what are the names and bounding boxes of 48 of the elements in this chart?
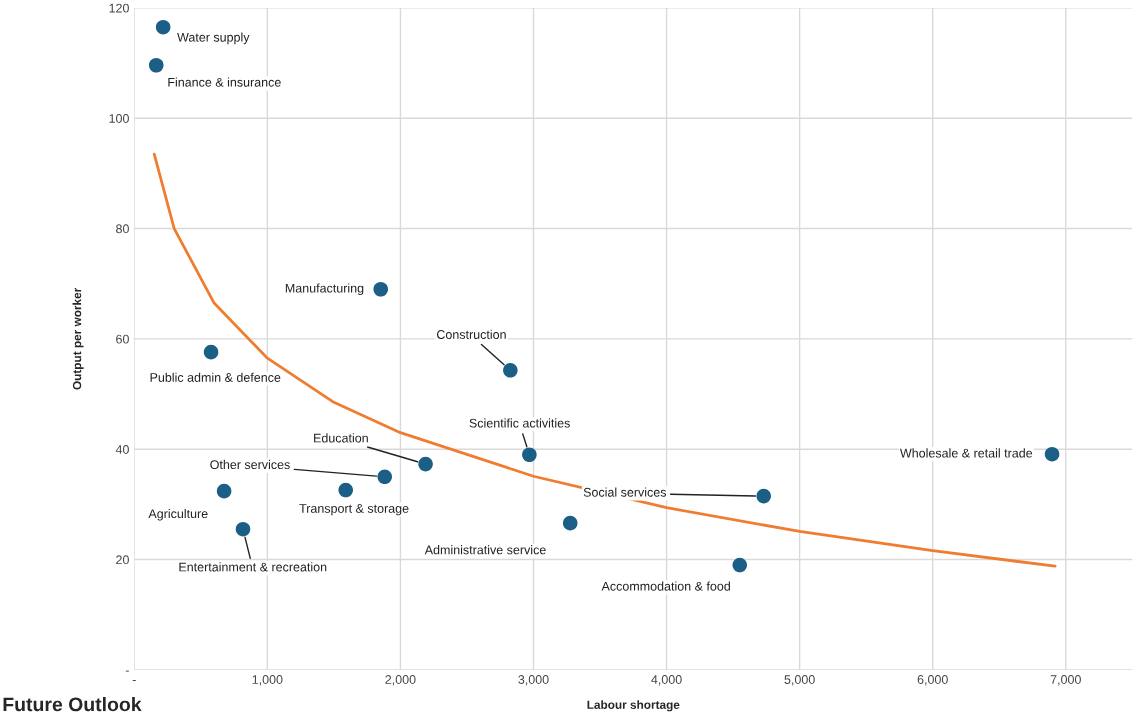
x-tick-label: 5,000 [784, 675, 815, 686]
x-tick-label: 4,000 [651, 675, 682, 686]
point [216, 483, 232, 499]
annotation: Manufacturing [285, 283, 364, 296]
annotation: Wholesale & retail trade [899, 448, 1033, 458]
annotation: Transport & storage [299, 504, 409, 516]
annotation: Social services [583, 487, 667, 497]
point [1044, 446, 1060, 462]
x-tick-label: 3,000 [518, 675, 549, 686]
point [503, 363, 518, 378]
point [756, 488, 771, 504]
x-axis-title: Labour shortage [587, 700, 680, 712]
point [562, 515, 578, 531]
x-tick-label: 1,000 [252, 675, 283, 686]
x-tick-label: 7,000 [1050, 675, 1081, 686]
point [377, 469, 393, 485]
annotation: Water supply [177, 32, 250, 45]
point [522, 447, 537, 463]
y-tick-label: 40 [115, 445, 129, 454]
text: Future Outlook [3, 697, 142, 712]
x-tick-label: 6,000 [917, 675, 948, 686]
y-axis-title: Output per worker [72, 287, 84, 390]
annotation: Entertainment & recreation [179, 562, 327, 572]
point [373, 281, 389, 297]
point [155, 19, 171, 35]
y-tick-label: 80 [116, 224, 129, 234]
annotation: Education [314, 433, 368, 443]
annotation: Other services [210, 459, 290, 470]
point [732, 557, 748, 573]
point [148, 57, 164, 73]
point [203, 344, 219, 360]
annotation: Public admin & defence [150, 372, 281, 382]
point [235, 521, 251, 537]
y-tick-label: 60 [116, 334, 129, 344]
annotation: Construction [437, 329, 506, 339]
x-tick-label: 2,000 [385, 675, 416, 686]
point [418, 456, 433, 472]
annotation: Scientific activities [469, 418, 570, 428]
x-tick-label: - [132, 680, 136, 681]
annotation: Accommodation & food [601, 581, 730, 591]
annotation: Agriculture [148, 508, 208, 521]
annotation: Administrative service [424, 545, 546, 555]
y-tick-label: 100 [109, 114, 129, 123]
point [338, 482, 354, 498]
y-tick-label: 20 [116, 555, 129, 565]
annotation: Finance & insurance [168, 77, 281, 87]
y-tick-label: - [125, 670, 129, 672]
y-tick-label: 120 [109, 3, 129, 13]
